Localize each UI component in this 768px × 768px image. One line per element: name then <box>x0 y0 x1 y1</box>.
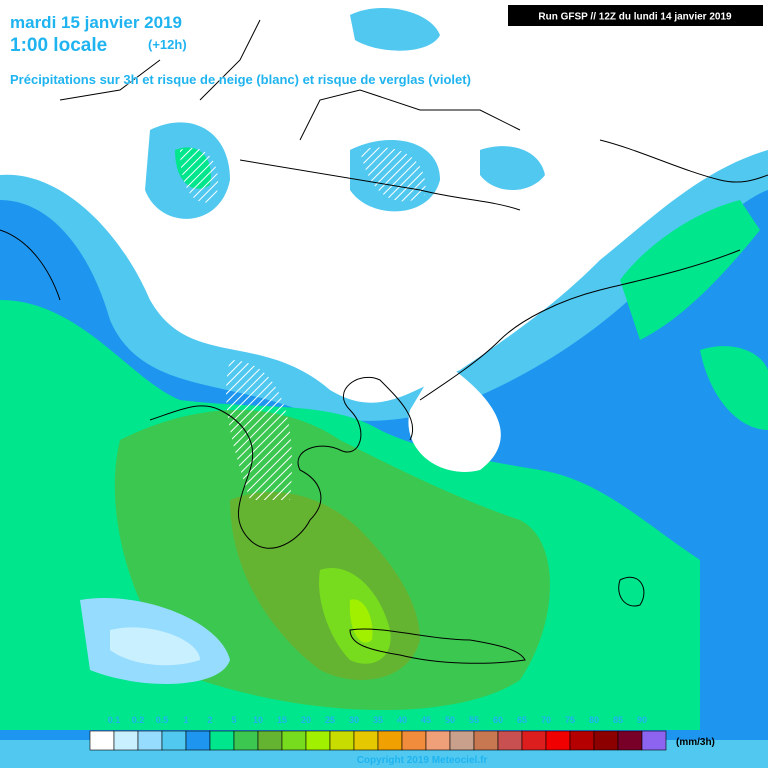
legend-label: 40 <box>397 715 407 725</box>
map-subtitle: Précipitations sur 3h et risque de neige… <box>10 72 471 87</box>
run-box <box>508 5 763 26</box>
legend-label: 75 <box>565 715 575 725</box>
legend-swatch <box>281 730 307 751</box>
legend-swatch <box>161 730 187 751</box>
legend-label: 45 <box>421 715 431 725</box>
legend-swatch <box>593 730 619 751</box>
legend: 0.1 0.2 0.5 1 2 5 10 15 20 25 30 35 40 45 50 55 60 65 70 75… <box>89 715 667 751</box>
legend-label: 90 <box>637 715 647 725</box>
legend-swatch <box>473 730 499 751</box>
legend-swatch <box>521 730 547 751</box>
legend-label: 5 <box>231 715 236 725</box>
legend-label: 80 <box>589 715 599 725</box>
legend-swatch <box>113 730 139 751</box>
map-offset: (+12h) <box>148 37 187 52</box>
copyright: Copyright 2019 Meteociel.fr <box>357 755 488 766</box>
legend-label: 2 <box>207 715 212 725</box>
legend-label: 1 <box>183 715 188 725</box>
legend-label: 85 <box>613 715 623 725</box>
legend-unit: (mm/3h) <box>676 737 715 748</box>
legend-label: 65 <box>517 715 527 725</box>
legend-swatch <box>401 730 427 751</box>
map-time: 1:00 locale <box>10 35 107 56</box>
legend-label: 25 <box>325 715 335 725</box>
legend-swatch <box>377 730 403 751</box>
legend-swatch <box>209 730 235 751</box>
legend-label: 35 <box>373 715 383 725</box>
legend-swatch <box>305 730 331 751</box>
legend-swatch <box>497 730 523 751</box>
legend-swatch <box>89 730 115 751</box>
legend-label: 0.5 <box>156 715 169 725</box>
legend-swatch <box>257 730 283 751</box>
legend-swatch <box>137 730 163 751</box>
map-date: mardi 15 janvier 2019 <box>10 13 182 32</box>
legend-label: 55 <box>469 715 479 725</box>
legend-swatch <box>185 730 211 751</box>
legend-label: 30 <box>349 715 359 725</box>
legend-label: 0.2 <box>132 715 145 725</box>
coastlines <box>0 19 768 664</box>
precipitation-field <box>0 7 768 768</box>
legend-swatch <box>329 730 355 751</box>
legend-label: 60 <box>493 715 503 725</box>
legend-swatch <box>641 730 667 751</box>
legend-label: 20 <box>301 715 311 725</box>
legend-swatch <box>569 730 595 751</box>
legend-swatch <box>449 730 475 751</box>
legend-swatch <box>425 730 451 751</box>
legend-label: 70 <box>541 715 551 725</box>
legend-swatch <box>353 730 379 751</box>
legend-swatch <box>233 730 259 751</box>
legend-swatch <box>545 730 571 751</box>
legend-swatch <box>617 730 643 751</box>
run-info: Run GFSP // 12Z du lundi 14 janvier 2019 <box>538 12 732 23</box>
legend-label: 0.1 <box>108 715 121 725</box>
legend-label: 10 <box>253 715 263 725</box>
legend-label: 50 <box>445 715 455 725</box>
legend-label: 15 <box>277 715 287 725</box>
